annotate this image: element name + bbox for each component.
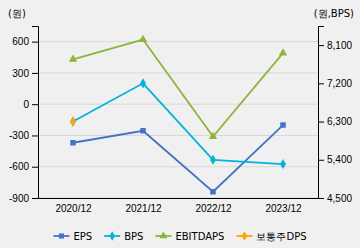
y2-tick-label: 7,200: [327, 78, 352, 89]
y-tick: -600: [9, 161, 38, 172]
y-axis: -900 -600 -300 0 300 600: [9, 27, 39, 204]
x-tick: 2022/12: [195, 198, 232, 214]
tick-mark: [32, 167, 38, 168]
tick-mark: [32, 42, 38, 43]
y2-tick-label: 4,500: [327, 193, 352, 204]
x-axis: 2020/12 2021/12 2022/12 2023/12: [39, 198, 319, 214]
series: [70, 122, 285, 194]
series-layer: [69, 35, 287, 195]
grid-line: [38, 41, 318, 42]
tick-mark: [32, 198, 38, 199]
point-marker: [210, 189, 215, 194]
tick-mark: [318, 160, 324, 161]
y2-axis: 4,500 5,400 6,300 7,200 8,100: [318, 27, 352, 204]
tick-mark: [32, 104, 38, 105]
point-marker: [69, 55, 77, 62]
series: [70, 78, 286, 169]
x-tick-label: 2022/12: [195, 203, 232, 214]
tick-mark: [32, 135, 38, 136]
y-tick-label: -900: [9, 193, 29, 204]
y-axis-title: (원): [8, 8, 26, 19]
point-marker: [70, 140, 75, 145]
point-marker: [140, 78, 146, 88]
series: [69, 35, 287, 139]
y-tick-label: -600: [9, 161, 29, 172]
y-tick-label: 300: [12, 68, 29, 79]
y2-tick: 5,400: [318, 154, 352, 165]
legend: EPS BPS EBITDAPS 보통주DPS: [53, 231, 306, 242]
legend-marker: [59, 233, 64, 238]
point-marker: [209, 132, 217, 139]
grid-line: [38, 166, 318, 167]
series-line: [73, 83, 283, 164]
point-marker: [210, 155, 216, 165]
y2-tick: 8,100: [318, 40, 352, 51]
y2-tick-label: 8,100: [327, 40, 352, 51]
tick-mark: [318, 198, 324, 199]
point-marker: [70, 116, 76, 126]
x-tick: 2020/12: [55, 198, 92, 214]
x-tick: 2023/12: [265, 198, 302, 214]
y-tick: -300: [9, 130, 38, 141]
tick-mark: [318, 45, 324, 46]
grid-line: [38, 198, 318, 199]
point-marker: [70, 116, 76, 126]
legend-item: EBITDAPS: [155, 231, 224, 242]
point-marker: [140, 128, 145, 133]
tick-mark: [32, 73, 38, 74]
grid-line: [38, 104, 318, 105]
plot: 2020/12 2021/12 2022/12 2023/12 -900 -600 -300…: [9, 27, 352, 215]
x-tick-label: 2021/12: [125, 203, 162, 214]
series-line: [73, 125, 283, 192]
y-tick-label: -300: [9, 130, 29, 141]
series: [70, 116, 76, 126]
y-tick: -900: [9, 193, 38, 204]
legend-item: BPS: [104, 231, 143, 242]
y2-axis-title: (원,BPS): [314, 8, 354, 19]
legend-item: EPS: [53, 231, 92, 242]
grid: [38, 42, 318, 198]
chart: 2020/12 2021/12 2022/12 2023/12 -900 -600 -300…: [0, 0, 360, 248]
y2-tick-label: 5,400: [327, 154, 352, 165]
legend-label: EPS: [73, 231, 92, 242]
y-tick: 0: [23, 99, 38, 110]
x-tick: 2021/12: [125, 198, 162, 214]
legend-label: BPS: [124, 231, 143, 242]
axis-line: [32, 27, 39, 199]
x-tick-label: 2023/12: [265, 203, 302, 214]
x-tick-label: 2020/12: [55, 203, 92, 214]
y-tick: 600: [12, 36, 38, 47]
tick-mark: [318, 83, 324, 84]
y2-tick-label: 6,300: [327, 116, 352, 127]
series-line: [73, 40, 283, 137]
point-marker: [280, 122, 285, 127]
legend-label: EBITDAPS: [175, 231, 224, 242]
legend-item: 보통주DPS: [236, 231, 306, 242]
point-marker: [139, 35, 147, 42]
y2-tick: 6,300: [318, 116, 352, 127]
y2-tick: 4,500: [318, 193, 352, 204]
legend-marker: [160, 232, 168, 239]
legend-marker: [242, 231, 247, 240]
grid-line: [38, 72, 318, 73]
grid-line: [38, 135, 318, 136]
point-marker: [279, 48, 287, 55]
axis-line: [319, 27, 325, 199]
y-tick-label: 0: [23, 99, 29, 110]
legend-marker: [109, 231, 114, 240]
y2-tick: 7,200: [318, 78, 352, 89]
y-tick-label: 600: [12, 36, 29, 47]
tick-mark: [318, 122, 324, 123]
y-tick: 300: [12, 68, 38, 79]
legend-label: 보통주DPS: [256, 231, 306, 242]
point-marker: [280, 159, 286, 169]
axis-line: [39, 198, 319, 199]
